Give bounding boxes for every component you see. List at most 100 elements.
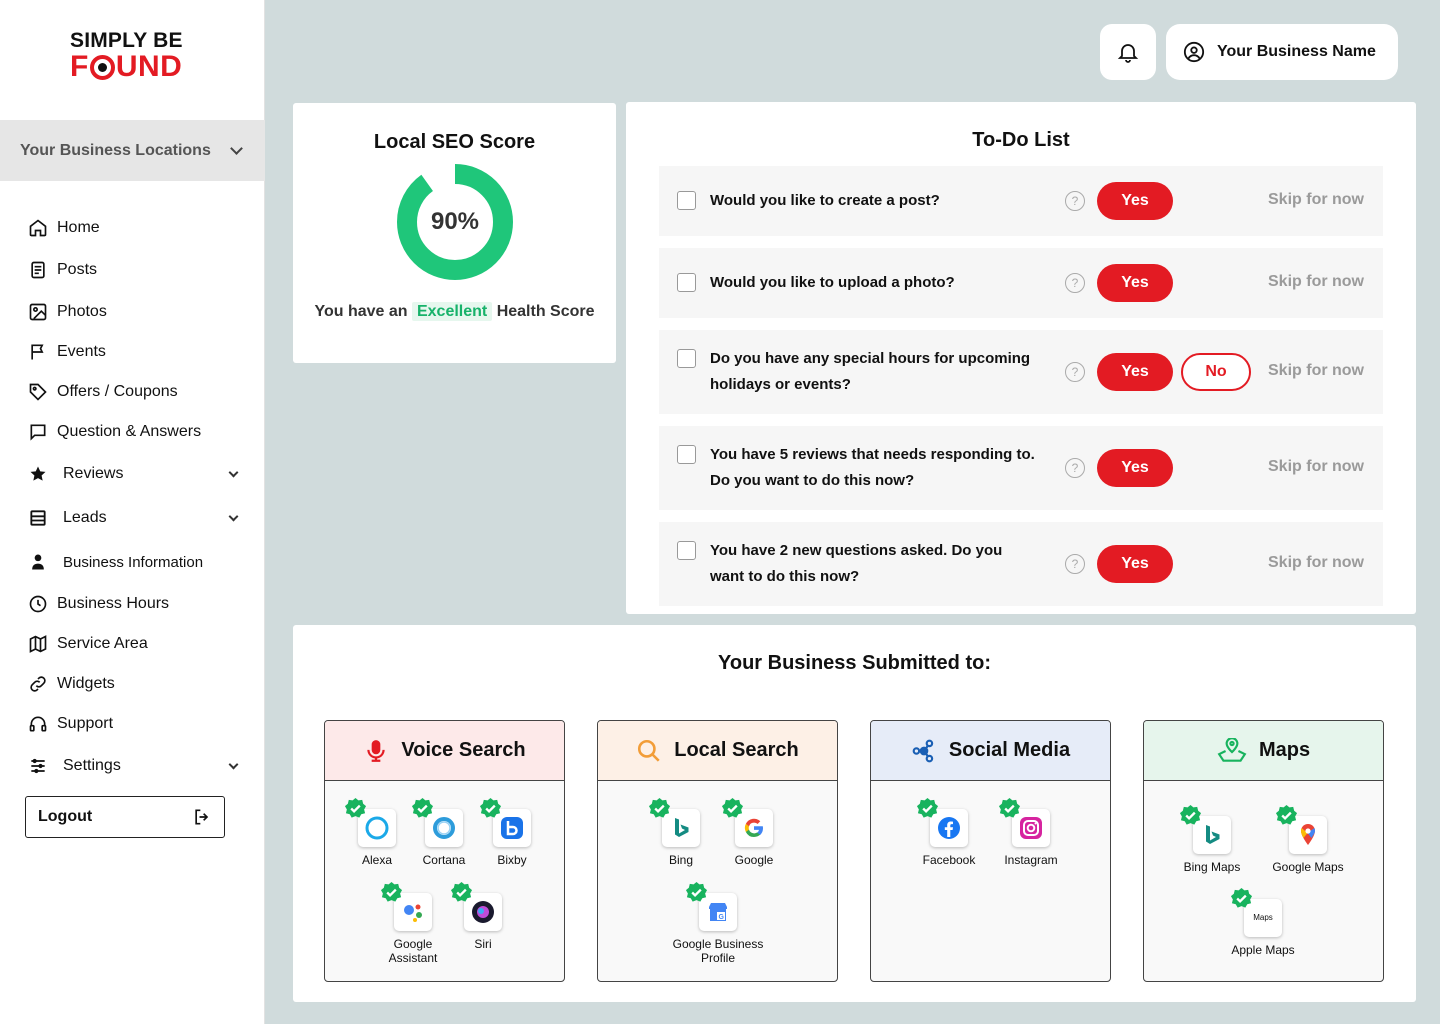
sidebar-item-leads[interactable]: Leads bbox=[28, 504, 243, 532]
todo-checkbox[interactable] bbox=[677, 541, 696, 560]
sidebar-item-label: Home bbox=[57, 219, 100, 236]
facebook-icon bbox=[916, 797, 968, 847]
business-locations-dropdown[interactable]: Your Business Locations bbox=[0, 120, 265, 181]
help-icon[interactable]: ? bbox=[1065, 191, 1085, 211]
yes-button[interactable]: Yes bbox=[1097, 353, 1173, 391]
google-assistant-icon bbox=[380, 881, 432, 931]
platform-bing: Bing bbox=[631, 797, 731, 867]
check-badge-icon bbox=[479, 797, 502, 818]
platform-apple-maps: Maps Apple Maps bbox=[1213, 887, 1313, 957]
platform-facebook: Facebook bbox=[899, 797, 999, 867]
seo-score-arc bbox=[397, 164, 513, 280]
sidebar-item-label: Photos bbox=[57, 303, 107, 320]
star-icon bbox=[30, 466, 46, 481]
check-badge-icon bbox=[1179, 804, 1202, 825]
cortana-icon bbox=[411, 797, 463, 847]
sidebar-item-label: Business Information bbox=[63, 553, 204, 571]
yes-button[interactable]: Yes bbox=[1097, 545, 1173, 583]
business-locations-label: Your Business Locations bbox=[20, 141, 211, 159]
local-seo-score-card: Local SEO Score 90% You have an Excellen… bbox=[293, 103, 616, 363]
check-badge-icon bbox=[998, 797, 1021, 818]
link-icon bbox=[30, 676, 46, 692]
seo-score-value: 90% bbox=[430, 208, 480, 235]
sidebar-item-qa[interactable]: Question & Answers bbox=[28, 418, 243, 446]
help-icon[interactable]: ? bbox=[1065, 458, 1085, 478]
map-icon bbox=[29, 635, 47, 653]
check-badge-icon bbox=[344, 797, 367, 818]
microphone-icon bbox=[367, 739, 386, 762]
platform-alexa: Alexa bbox=[327, 797, 427, 867]
sidebar-item-service-area[interactable]: Service Area bbox=[28, 630, 243, 658]
magnifier-icon bbox=[638, 739, 660, 762]
todo-checkbox[interactable] bbox=[677, 349, 696, 368]
google-business-profile-icon: G bbox=[685, 881, 737, 931]
check-badge-icon bbox=[685, 881, 708, 902]
todo-item-reviews: You have 5 reviews that needs responding… bbox=[659, 426, 1383, 510]
todo-text: Would you like to upload a photo? bbox=[710, 270, 1060, 296]
logout-button[interactable]: Logout bbox=[25, 796, 225, 838]
home-icon bbox=[29, 219, 47, 237]
platform-name: Siri bbox=[474, 937, 492, 951]
yes-button[interactable]: Yes bbox=[1097, 264, 1173, 302]
check-badge-icon bbox=[916, 797, 939, 818]
todo-checkbox[interactable] bbox=[677, 445, 696, 464]
skip-button[interactable]: Skip for now bbox=[1268, 191, 1364, 208]
todo-line-1: Would you like to upload a photo? bbox=[710, 274, 955, 291]
sidebar-item-business-hours[interactable]: Business Hours bbox=[28, 590, 243, 618]
platform-bixby: Bixby bbox=[462, 797, 562, 867]
logo-line-2: F UND bbox=[70, 52, 200, 82]
logo[interactable]: SIMPLY BE F UND bbox=[70, 30, 200, 86]
category-maps: Maps Bing Maps Google Maps Maps Apple Ma… bbox=[1143, 720, 1384, 982]
apple-maps-icon: Maps bbox=[1230, 887, 1282, 937]
yes-button[interactable]: Yes bbox=[1097, 182, 1173, 220]
todo-line-2: holidays or events? bbox=[710, 376, 851, 393]
help-icon[interactable]: ? bbox=[1065, 362, 1085, 382]
notifications-button[interactable] bbox=[1100, 24, 1156, 80]
sidebar-item-offers[interactable]: Offers / Coupons bbox=[28, 378, 243, 406]
sidebar-item-reviews[interactable]: Reviews bbox=[28, 460, 243, 488]
category-name: Maps bbox=[1258, 739, 1311, 761]
todo-list-card: To-Do List Would you like to create a po… bbox=[626, 102, 1416, 614]
skip-button[interactable]: Skip for now bbox=[1268, 273, 1364, 290]
sidebar-item-support[interactable]: Support bbox=[28, 710, 243, 738]
sidebar-item-label: Events bbox=[57, 343, 106, 360]
platform-name: Instagram bbox=[1004, 853, 1058, 867]
sidebar-item-posts[interactable]: Posts bbox=[28, 256, 243, 284]
platform-name: Google Maps bbox=[1272, 860, 1344, 874]
google-maps-icon bbox=[1275, 804, 1327, 854]
platform-name-line-2: Profile bbox=[700, 951, 735, 965]
chevron-down-icon bbox=[228, 759, 239, 770]
platform-name: Cortana bbox=[422, 853, 466, 867]
yes-button[interactable]: Yes bbox=[1097, 449, 1173, 487]
category-name: Local Search bbox=[674, 739, 799, 761]
todo-checkbox[interactable] bbox=[677, 191, 696, 210]
sidebar-item-business-information[interactable]: Business Information bbox=[28, 548, 243, 576]
todo-line-1: Do you have any special hours for upcomi… bbox=[710, 350, 1031, 367]
no-button[interactable]: No bbox=[1181, 353, 1251, 391]
platform-name: Bing bbox=[668, 853, 694, 867]
skip-button[interactable]: Skip for now bbox=[1268, 554, 1364, 571]
check-badge-icon bbox=[411, 797, 434, 818]
help-icon[interactable]: ? bbox=[1065, 554, 1085, 574]
sidebar-item-widgets[interactable]: Widgets bbox=[28, 670, 243, 698]
sidebar-item-photos[interactable]: Photos bbox=[28, 298, 243, 326]
help-icon[interactable]: ? bbox=[1065, 273, 1085, 293]
todo-line-2: Do you want to do this now? bbox=[710, 472, 915, 489]
sidebar-item-label: Business Hours bbox=[57, 595, 170, 612]
logo-line-1: SIMPLY BE bbox=[70, 29, 183, 52]
todo-item-questions: You have 2 new questions asked. Do you w… bbox=[659, 522, 1383, 606]
todo-text: You have 5 reviews that needs responding… bbox=[710, 442, 1060, 494]
map-pin-icon bbox=[1217, 737, 1247, 762]
sidebar-item-events[interactable]: Events bbox=[28, 338, 243, 366]
sidebar-item-home[interactable]: Home bbox=[28, 214, 243, 242]
skip-button[interactable]: Skip for now bbox=[1268, 458, 1364, 475]
sidebar-item-settings[interactable]: Settings bbox=[28, 752, 243, 780]
business-account-button[interactable]: Your Business Name bbox=[1166, 24, 1398, 80]
todo-item-create-post: Would you like to create a post? ? Yes S… bbox=[659, 166, 1383, 236]
todo-checkbox[interactable] bbox=[677, 273, 696, 292]
photo-icon bbox=[29, 303, 47, 321]
target-icon bbox=[89, 54, 115, 80]
skip-button[interactable]: Skip for now bbox=[1268, 362, 1364, 379]
sidebar-item-label: Leads bbox=[63, 509, 107, 526]
logo-und: UND bbox=[115, 50, 183, 83]
